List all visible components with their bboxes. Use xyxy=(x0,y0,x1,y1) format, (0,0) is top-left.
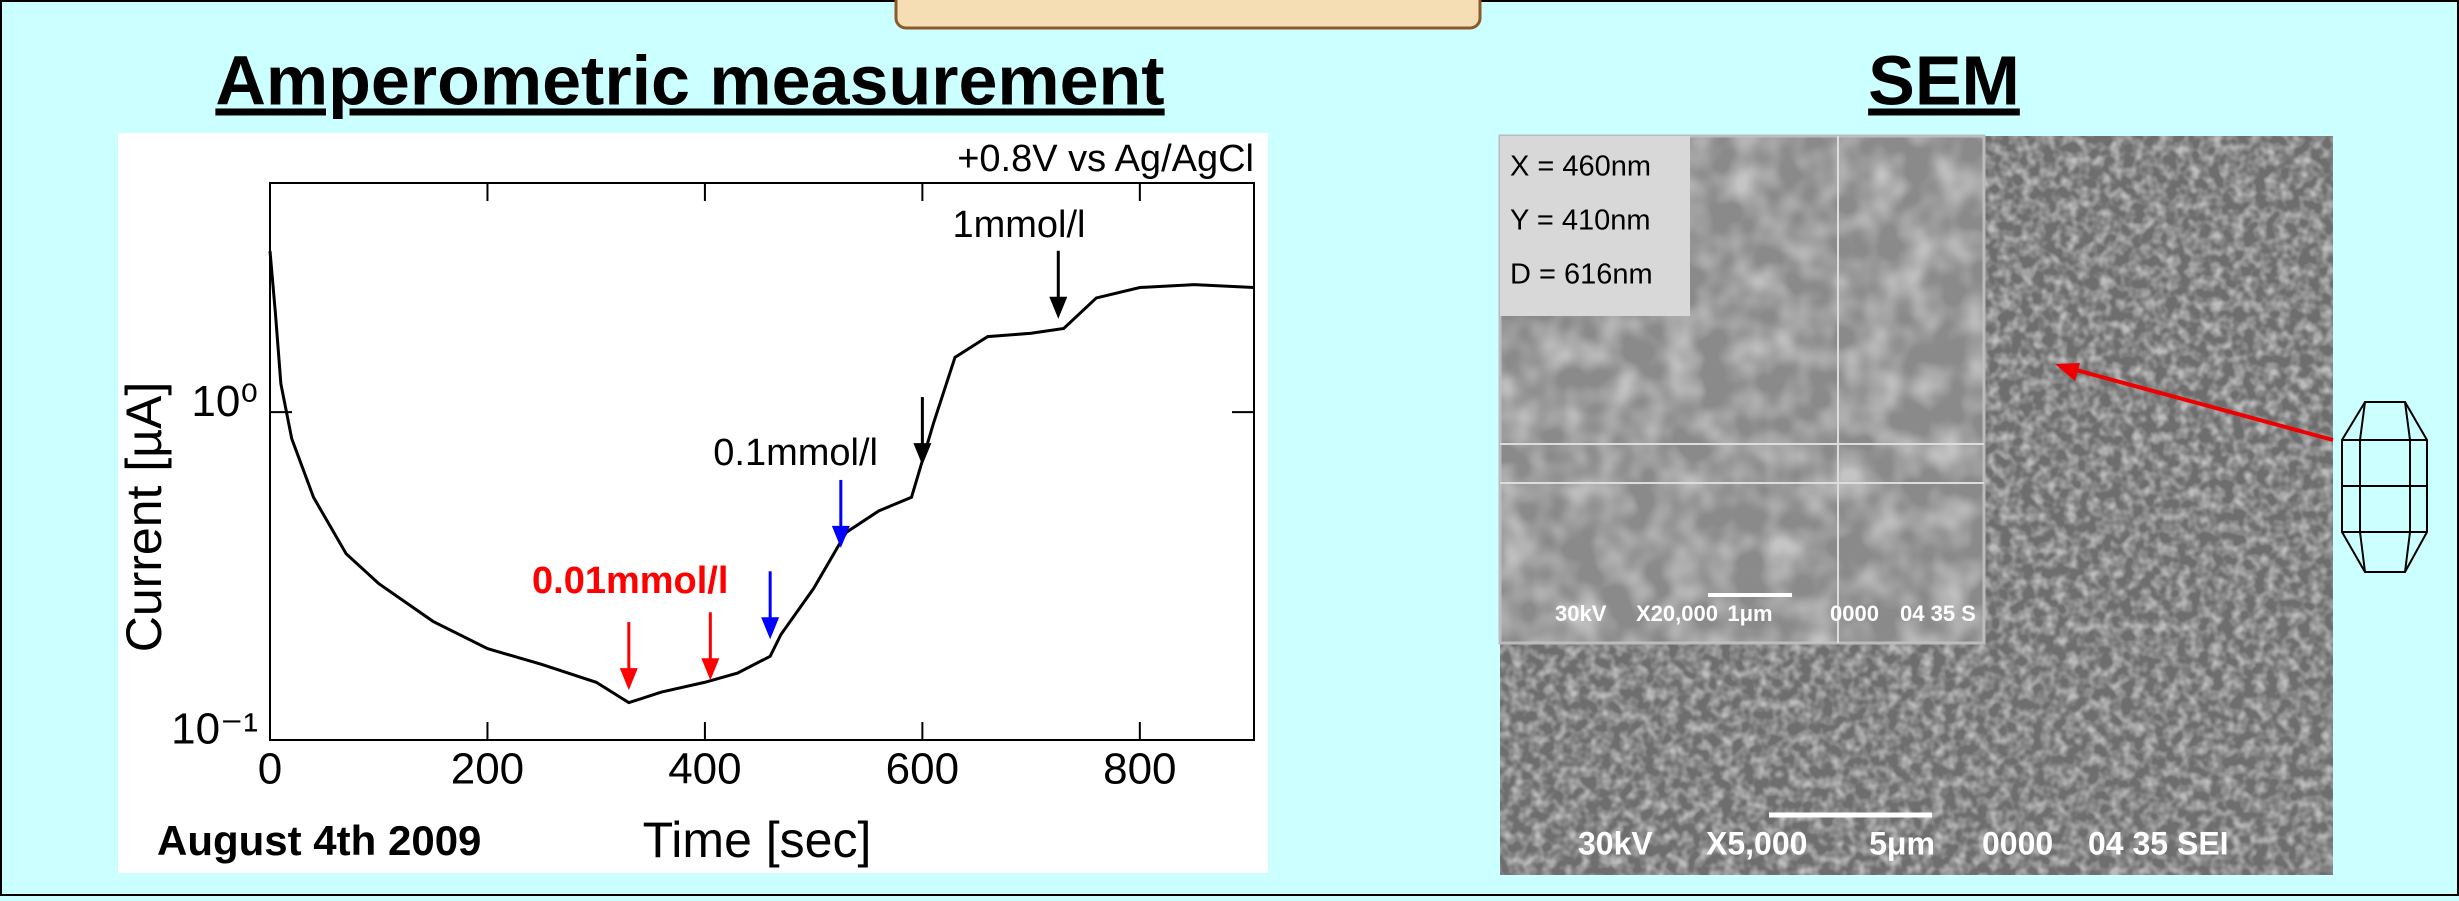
main-bar: X5,000 xyxy=(1706,825,1807,861)
left-title: Amperometric measurement xyxy=(215,41,1164,119)
event-arrow-head xyxy=(619,668,638,691)
event-arrow-head xyxy=(1049,296,1068,319)
tab xyxy=(894,0,1482,30)
annotation: 0.1mmol/l xyxy=(713,432,878,474)
main-bar: 5μm xyxy=(1869,825,1935,861)
x-axis-label: Time [sec] xyxy=(643,812,872,868)
annotation: 0.01mmol/l xyxy=(532,560,728,602)
x-tick-label: 200 xyxy=(451,745,524,794)
main-bar: 04 35 SEI xyxy=(2088,825,2229,861)
event-arrow-head xyxy=(701,658,720,681)
x-tick-label: 0 xyxy=(258,745,282,794)
x-tick-label: 400 xyxy=(668,745,741,794)
inset-label: X = 460nm xyxy=(1510,151,1651,183)
y-axis-label: Current [µA] xyxy=(116,382,172,653)
pointer-arrow xyxy=(2064,365,2334,442)
annotation: +0.8V vs Ag/AgCl xyxy=(957,138,1254,180)
y-tick-label: 10⁻¹ xyxy=(171,705,258,754)
plot-frame xyxy=(269,182,1255,741)
sem-image: X = 460nm Y = 410nm D = 616nm 30kV X20,0… xyxy=(1498,134,2333,875)
inset-label: Y = 410nm xyxy=(1510,205,1651,237)
x-tick-label: 600 xyxy=(886,745,959,794)
y-tick-label: 10⁰ xyxy=(191,377,258,426)
date: August 4th 2009 xyxy=(157,817,481,864)
event-arrow-head xyxy=(913,443,932,466)
event-arrow-head xyxy=(761,617,780,640)
pointer-arrow-head xyxy=(2055,363,2080,381)
inset-bar: 1μm xyxy=(1727,601,1772,626)
chart-area xyxy=(118,133,1268,873)
inset-label: D = 616nm xyxy=(1510,259,1653,291)
inset-bar: 0000 xyxy=(1830,601,1879,626)
annotation: 1mmol/l xyxy=(952,204,1085,246)
inset-bar: 04 35 S xyxy=(1900,601,1976,626)
main-bar: 0000 xyxy=(1982,825,2053,861)
main-bar: 30kV xyxy=(1578,825,1653,861)
right-title: SEM xyxy=(1868,41,2020,119)
event-arrow-head xyxy=(831,525,850,548)
x-tick-label: 800 xyxy=(1103,745,1176,794)
inset-bar: X20,000 xyxy=(1636,601,1718,626)
data-line xyxy=(268,250,1255,705)
crystal-sketch xyxy=(2341,401,2428,573)
inset-bar: 30kV xyxy=(1555,601,1607,626)
inset-label-box xyxy=(1500,136,1690,316)
